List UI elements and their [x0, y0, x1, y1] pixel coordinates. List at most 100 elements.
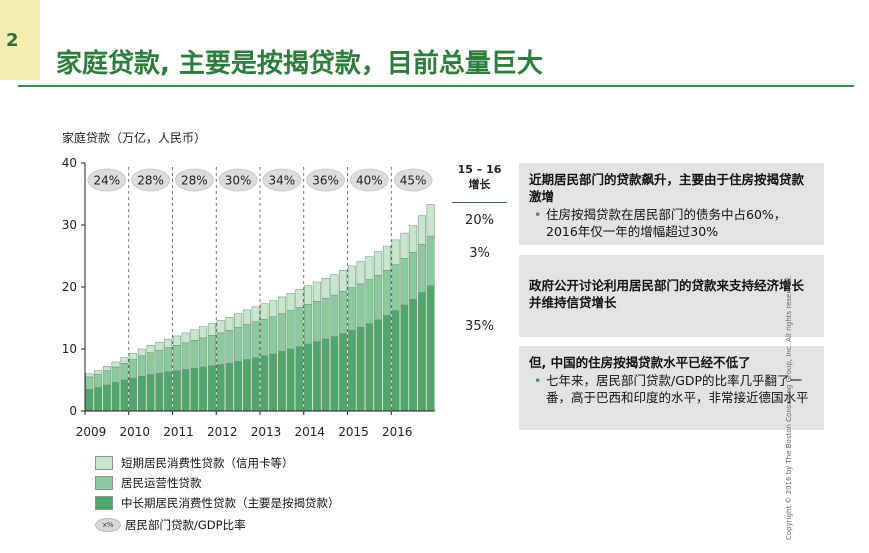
- bar-series2-27: [321, 278, 330, 299]
- bar-series2-5: [129, 353, 138, 360]
- bar-series2-31: [356, 261, 365, 285]
- bar-series1-23: [286, 310, 295, 350]
- bar-series0-36: [400, 304, 409, 412]
- growth-value-short-term: 20%: [465, 213, 494, 228]
- bar-series2-12: [190, 329, 199, 341]
- slide-number: 2: [6, 30, 19, 51]
- bar-series2-32: [365, 256, 374, 280]
- info-box-1-head: 近期居民部门的贷款飙升，主要由于住房按揭贷款激增: [529, 172, 805, 204]
- legend-label-long-term: 中长期居民消费性贷款（主要是按揭贷款）: [121, 496, 340, 510]
- y-tick-label-20: 20: [62, 280, 77, 294]
- bar-series0-34: [382, 315, 391, 412]
- bar-series1-27: [321, 297, 330, 340]
- ratio-label-6: 40%: [356, 174, 383, 188]
- bar-series1-17: [234, 327, 243, 362]
- bar-series0-5: [129, 377, 138, 412]
- bar-series2-18: [242, 309, 251, 325]
- info-box-3: 但, 中国的住房按揭贷款水平已经不低了 七年来，居民部门贷款/GDP的比率几乎翻…: [519, 346, 824, 430]
- bar-series2-36: [400, 232, 409, 259]
- bar-series1-30: [347, 287, 356, 331]
- bar-series1-31: [356, 283, 365, 328]
- copyright: Copyright © 2016 by The Boston Consultin…: [785, 275, 793, 540]
- bar-series0-38: [417, 292, 426, 412]
- bar-series1-39: [426, 235, 435, 287]
- bar-series0-6: [137, 376, 146, 412]
- x-tick-label-2014: 2014: [294, 425, 325, 439]
- info-box-3-bullets: 七年来，居民部门贷款/GDP的比率几乎翻了一番，高于巴西和印度的水平，非常接近德…: [529, 372, 814, 406]
- bar-series1-20: [260, 318, 269, 357]
- bar-series2-9: [164, 338, 173, 349]
- ratio-ellipse-2: [174, 168, 214, 192]
- bar-series0-35: [391, 310, 400, 412]
- bar-series2-29: [339, 270, 348, 292]
- bar-series2-19: [251, 306, 260, 322]
- bar-series0-27: [321, 338, 330, 412]
- bar-series1-25: [304, 304, 313, 345]
- ratio-ellipse-4: [262, 168, 302, 192]
- bar-series0-12: [190, 367, 199, 412]
- bar-series0-31: [356, 327, 365, 412]
- bar-series1-7: [146, 352, 155, 375]
- bar-series0-15: [216, 364, 225, 412]
- ratio-label-4: 34%: [269, 174, 296, 188]
- bar-series0-20: [260, 355, 269, 412]
- info-box-1: 近期居民部门的贷款飙升，主要由于住房按揭贷款激增 住房按揭贷款在居民部门的债务中…: [519, 163, 824, 245]
- bar-series2-20: [260, 303, 269, 320]
- legend-label-operating: 居民运营性贷款: [121, 476, 202, 490]
- x-tick-label-2012: 2012: [207, 425, 238, 439]
- bar-series0-30: [347, 330, 356, 412]
- slide-title: 家庭贷款, 主要是按揭贷款，目前总量巨大: [56, 49, 543, 79]
- bar-series1-3: [111, 366, 120, 383]
- bar-series0-16: [225, 363, 234, 412]
- ratio-label-1: 28%: [137, 174, 164, 188]
- ratio-ellipse-5: [306, 168, 346, 192]
- bar-series1-22: [277, 313, 286, 352]
- bar-series0-21: [269, 353, 278, 412]
- bar-series0-17: [234, 361, 243, 412]
- legend-label-short-term: 短期居民消费性贷款（信用卡等）: [121, 456, 294, 470]
- growth-header: 15 – 16 增长: [452, 162, 507, 192]
- bar-series0-10: [172, 370, 181, 412]
- bar-series1-24: [295, 307, 304, 347]
- bar-series0-39: [426, 285, 435, 412]
- bar-series2-13: [199, 326, 208, 339]
- bar-series1-11: [181, 342, 190, 370]
- bar-series2-34: [382, 245, 391, 271]
- bar-series0-25: [304, 343, 313, 412]
- dividers-layer: [128, 167, 392, 411]
- growth-value-operating: 3%: [469, 246, 490, 261]
- ratio-ellipse-7: [393, 168, 433, 192]
- bar-series0-1: [94, 387, 103, 412]
- bar-series2-38: [417, 215, 426, 245]
- bar-series1-13: [199, 337, 208, 368]
- x-tick-label-2015: 2015: [338, 425, 369, 439]
- bar-series1-0: [85, 376, 94, 390]
- chart-title: 家庭贷款（万亿，人民币）: [62, 130, 206, 145]
- ratio-ellipse-6: [349, 168, 389, 192]
- bar-series2-8: [155, 341, 164, 351]
- bar-series0-11: [181, 369, 190, 412]
- bar-series1-35: [391, 264, 400, 311]
- bar-series1-10: [172, 345, 181, 371]
- growth-header-line-2: 增长: [468, 178, 491, 191]
- bar-series1-34: [382, 270, 391, 316]
- bar-series1-5: [129, 359, 138, 379]
- bar-series0-37: [409, 299, 418, 412]
- info-box-1-bullets: 住房按揭贷款在居民部门的债务中占60%，2016年仅一年的增幅超过30%: [529, 206, 814, 240]
- growth-rule: [452, 202, 507, 203]
- bar-series2-15: [216, 320, 225, 334]
- bar-series2-11: [181, 332, 190, 344]
- bar-series2-10: [172, 335, 181, 346]
- bar-series1-29: [339, 291, 348, 334]
- bar-series2-26: [312, 281, 321, 302]
- bar-series2-16: [225, 317, 234, 331]
- bar-series0-13: [199, 366, 208, 412]
- bar-series0-4: [120, 379, 129, 412]
- bar-series2-28: [330, 274, 339, 296]
- legend-swatch-long-term: [95, 496, 113, 510]
- bar-series0-0: [85, 389, 94, 412]
- bar-series2-17: [234, 313, 243, 328]
- info-box-1-bullet: 住房按揭贷款在居民部门的债务中占60%，2016年仅一年的增幅超过30%: [529, 206, 814, 240]
- bar-series1-18: [242, 323, 251, 360]
